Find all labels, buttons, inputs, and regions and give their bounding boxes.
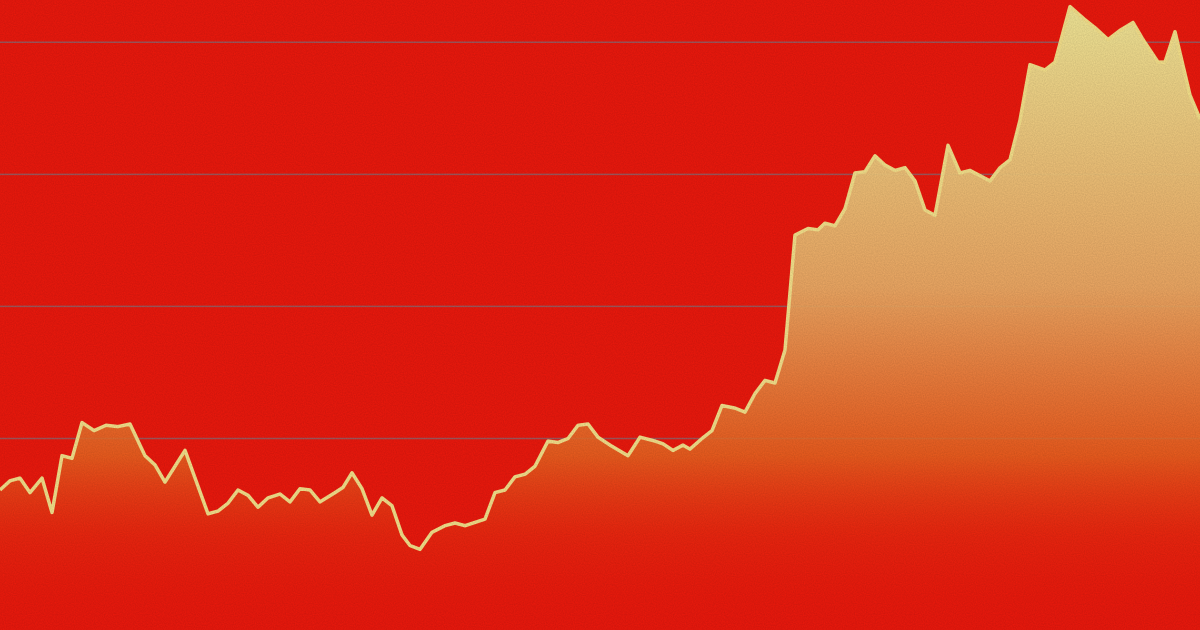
chart xyxy=(0,0,1200,630)
page: (() => { const data = JSON.parse(documen… xyxy=(0,0,1200,630)
grain-overlay xyxy=(0,0,1200,630)
